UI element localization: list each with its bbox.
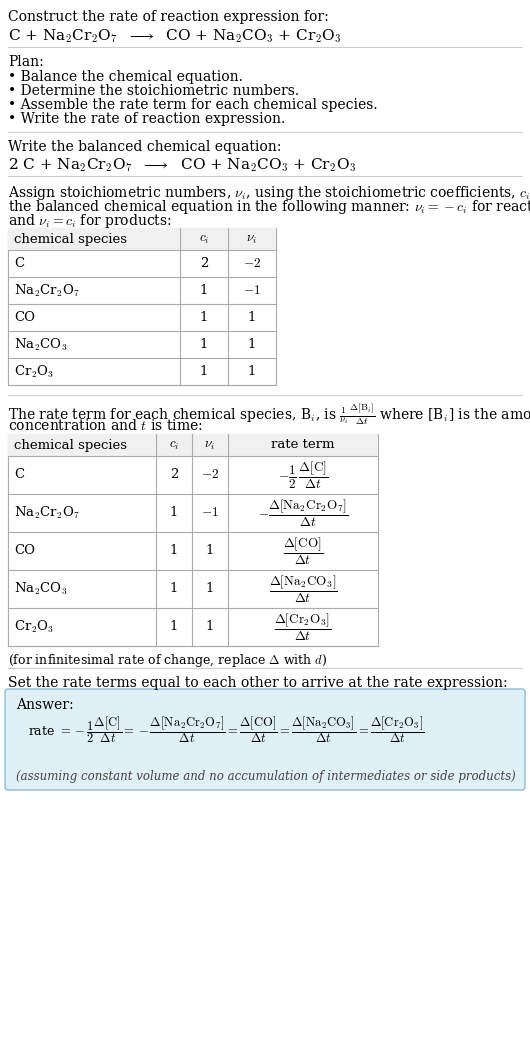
Text: and $\nu_i = c_i$ for products:: and $\nu_i = c_i$ for products:: [8, 212, 172, 230]
Text: $c_i$: $c_i$: [199, 232, 209, 246]
Text: C: C: [14, 469, 24, 481]
Text: C + Na$_2$Cr$_2$O$_7$  $\longrightarrow$  CO + Na$_2$CO$_3$ + Cr$_2$O$_3$: C + Na$_2$Cr$_2$O$_7$ $\longrightarrow$ …: [8, 27, 341, 45]
Text: Write the balanced chemical equation:: Write the balanced chemical equation:: [8, 140, 281, 154]
Text: rate $= -\dfrac{1}{2}\dfrac{\Delta[\mathrm{C}]}{\Delta t} = -\dfrac{\Delta[\math: rate $= -\dfrac{1}{2}\dfrac{\Delta[\math…: [28, 714, 425, 745]
Text: Answer:: Answer:: [16, 698, 74, 712]
Text: CO: CO: [14, 311, 35, 324]
Text: • Assemble the rate term for each chemical species.: • Assemble the rate term for each chemic…: [8, 98, 377, 111]
Text: Na$_2$CO$_3$: Na$_2$CO$_3$: [14, 337, 67, 352]
Text: (assuming constant volume and no accumulation of intermediates or side products): (assuming constant volume and no accumul…: [16, 770, 516, 783]
Text: (for infinitesimal rate of change, replace $\Delta$ with $d$): (for infinitesimal rate of change, repla…: [8, 652, 328, 669]
Text: C: C: [14, 257, 24, 270]
Text: • Balance the chemical equation.: • Balance the chemical equation.: [8, 70, 243, 84]
Text: 1: 1: [248, 311, 256, 324]
Bar: [8, 228, 276, 250]
Text: 1: 1: [206, 620, 214, 634]
Text: 2: 2: [170, 469, 178, 481]
Text: Cr$_2$O$_3$: Cr$_2$O$_3$: [14, 619, 54, 636]
Text: 2: 2: [200, 257, 208, 270]
Bar: [8, 435, 378, 646]
Text: Construct the rate of reaction expression for:: Construct the rate of reaction expressio…: [8, 10, 329, 24]
Text: $-\dfrac{1}{2}\,\dfrac{\Delta[\mathrm{C}]}{\Delta t}$: $-\dfrac{1}{2}\,\dfrac{\Delta[\mathrm{C}…: [278, 460, 328, 491]
Text: Plan:: Plan:: [8, 55, 44, 69]
Text: $c_i$: $c_i$: [169, 439, 179, 451]
Text: 1: 1: [170, 582, 178, 595]
Text: Assign stoichiometric numbers, $\nu_i$, using the stoichiometric coefficients, $: Assign stoichiometric numbers, $\nu_i$, …: [8, 184, 530, 202]
Text: Na$_2$CO$_3$: Na$_2$CO$_3$: [14, 580, 67, 597]
Text: $-1$: $-1$: [201, 506, 219, 520]
Text: chemical species: chemical species: [14, 439, 127, 451]
Text: 1: 1: [206, 545, 214, 557]
Text: $-2$: $-2$: [201, 469, 219, 481]
Text: • Write the rate of reaction expression.: • Write the rate of reaction expression.: [8, 111, 285, 126]
Text: $-1$: $-1$: [243, 284, 261, 297]
Text: 1: 1: [248, 365, 256, 378]
Text: chemical species: chemical species: [14, 232, 127, 246]
Text: 1: 1: [170, 620, 178, 634]
Text: 1: 1: [170, 506, 178, 520]
Text: Na$_2$Cr$_2$O$_7$: Na$_2$Cr$_2$O$_7$: [14, 282, 80, 299]
Text: The rate term for each chemical species, B$_i$, is $\frac{1}{\nu_i}\frac{\Delta[: The rate term for each chemical species,…: [8, 403, 530, 427]
Bar: [8, 228, 276, 384]
Bar: [8, 435, 378, 456]
Text: Cr$_2$O$_3$: Cr$_2$O$_3$: [14, 364, 54, 379]
Text: $-\dfrac{\Delta[\mathrm{Na_2Cr_2O_7}]}{\Delta t}$: $-\dfrac{\Delta[\mathrm{Na_2Cr_2O_7}]}{\…: [258, 497, 348, 528]
Text: the balanced chemical equation in the following manner: $\nu_i = -c_i$ for react: the balanced chemical equation in the fo…: [8, 198, 530, 216]
Text: $\dfrac{\Delta[\mathrm{Na_2CO_3}]}{\Delta t}$: $\dfrac{\Delta[\mathrm{Na_2CO_3}]}{\Delt…: [269, 573, 338, 604]
Text: CO: CO: [14, 545, 35, 557]
Text: concentration and $t$ is time:: concentration and $t$ is time:: [8, 418, 202, 433]
Text: 1: 1: [248, 338, 256, 351]
Text: 1: 1: [200, 284, 208, 297]
Text: rate term: rate term: [271, 439, 335, 451]
Text: $\dfrac{\Delta[\mathrm{CO}]}{\Delta t}$: $\dfrac{\Delta[\mathrm{CO}]}{\Delta t}$: [283, 536, 323, 567]
Text: $-2$: $-2$: [243, 257, 261, 270]
Text: Set the rate terms equal to each other to arrive at the rate expression:: Set the rate terms equal to each other t…: [8, 676, 508, 690]
Text: • Determine the stoichiometric numbers.: • Determine the stoichiometric numbers.: [8, 84, 299, 98]
Text: 1: 1: [170, 545, 178, 557]
Text: 1: 1: [200, 338, 208, 351]
Text: Na$_2$Cr$_2$O$_7$: Na$_2$Cr$_2$O$_7$: [14, 505, 80, 521]
Text: $\nu_i$: $\nu_i$: [246, 232, 258, 246]
Text: 2 C + Na$_2$Cr$_2$O$_7$  $\longrightarrow$  CO + Na$_2$CO$_3$ + Cr$_2$O$_3$: 2 C + Na$_2$Cr$_2$O$_7$ $\longrightarrow…: [8, 156, 356, 174]
Text: $\dfrac{\Delta[\mathrm{Cr_2O_3}]}{\Delta t}$: $\dfrac{\Delta[\mathrm{Cr_2O_3}]}{\Delta…: [275, 612, 332, 643]
FancyBboxPatch shape: [5, 689, 525, 790]
Text: 1: 1: [200, 311, 208, 324]
Text: $\nu_i$: $\nu_i$: [205, 439, 216, 451]
Text: 1: 1: [206, 582, 214, 595]
Text: 1: 1: [200, 365, 208, 378]
